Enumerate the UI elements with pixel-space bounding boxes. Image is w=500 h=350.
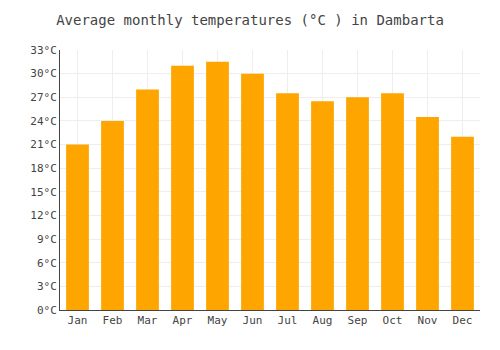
svg-text:24°C: 24°C bbox=[30, 115, 57, 128]
svg-text:Aug: Aug bbox=[313, 314, 333, 327]
svg-text:0°C: 0°C bbox=[37, 304, 57, 317]
svg-text:Jun: Jun bbox=[243, 314, 263, 327]
svg-text:9°C: 9°C bbox=[37, 233, 57, 246]
svg-text:Jul: Jul bbox=[278, 314, 298, 327]
svg-text:Average monthly temperatures (: Average monthly temperatures (°C ) in Da… bbox=[56, 12, 444, 28]
svg-text:Sep: Sep bbox=[348, 314, 368, 327]
svg-text:18°C: 18°C bbox=[30, 162, 57, 175]
svg-text:Jan: Jan bbox=[68, 314, 88, 327]
svg-text:3°C: 3°C bbox=[37, 280, 57, 293]
svg-text:Mar: Mar bbox=[138, 314, 158, 327]
svg-text:Dec: Dec bbox=[453, 314, 473, 327]
svg-text:Nov: Nov bbox=[418, 314, 438, 327]
svg-text:27°C: 27°C bbox=[30, 91, 57, 104]
svg-text:Feb: Feb bbox=[103, 314, 123, 327]
svg-text:30°C: 30°C bbox=[30, 67, 57, 80]
svg-text:6°C: 6°C bbox=[37, 257, 57, 270]
svg-text:15°C: 15°C bbox=[30, 186, 57, 199]
svg-text:Oct: Oct bbox=[383, 314, 403, 327]
svg-text:21°C: 21°C bbox=[30, 138, 57, 151]
svg-text:33°C: 33°C bbox=[30, 44, 57, 57]
svg-text:Apr: Apr bbox=[173, 314, 193, 327]
svg-text:May: May bbox=[208, 314, 228, 327]
svg-text:12°C: 12°C bbox=[30, 209, 57, 222]
